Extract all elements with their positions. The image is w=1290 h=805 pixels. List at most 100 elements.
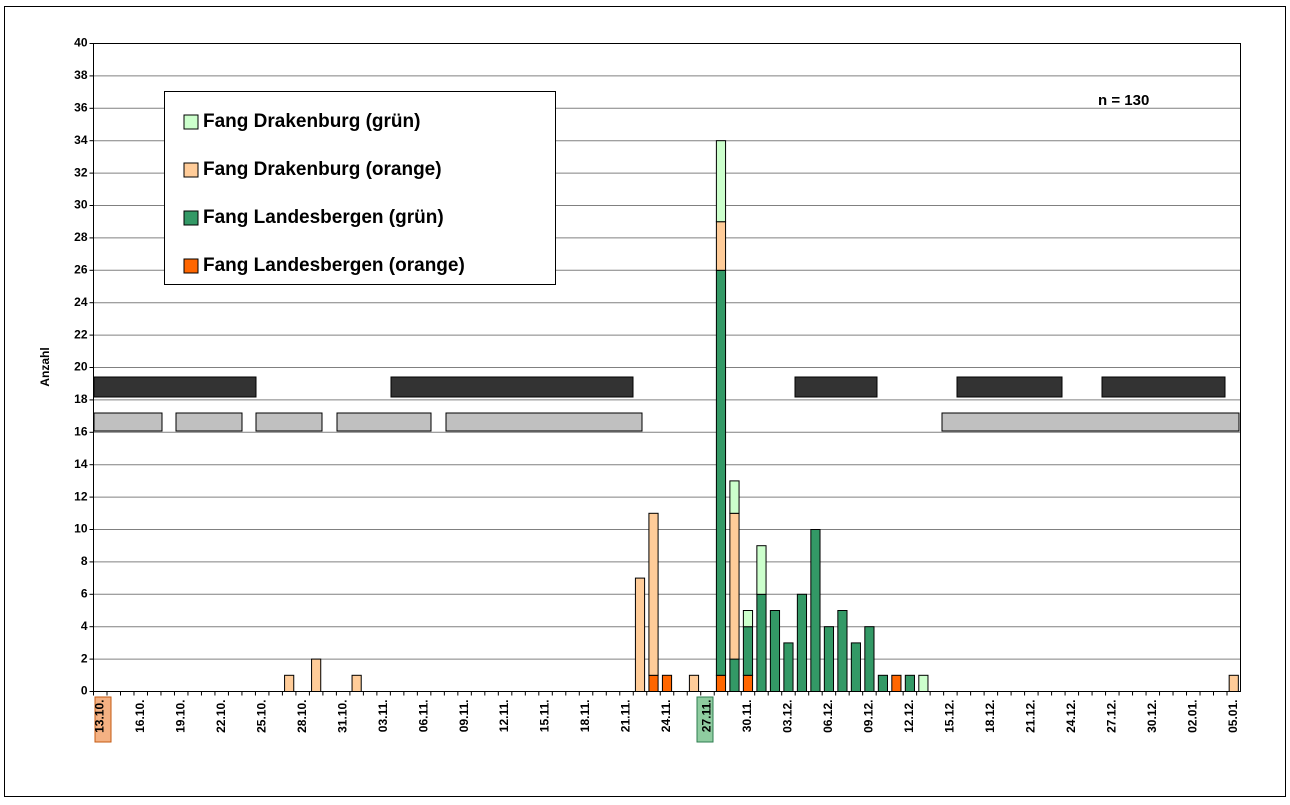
bar xyxy=(742,626,754,676)
x-tick-label: 27.12. xyxy=(1104,700,1118,733)
y-axis-title: Anzahl xyxy=(38,347,52,386)
x-tick-label: 30.11. xyxy=(740,700,754,733)
bar xyxy=(823,626,835,693)
period-bar xyxy=(1101,376,1226,398)
y-tick-label: 16 xyxy=(74,424,88,438)
x-tick-label: 28.10. xyxy=(295,700,309,733)
x-tick-label: 09.12. xyxy=(862,700,876,733)
y-tick-label: 4 xyxy=(81,619,88,633)
y-tick-label: 40 xyxy=(74,36,88,50)
y-tick-label: 10 xyxy=(74,522,88,536)
y-tick-label: 36 xyxy=(74,100,88,114)
legend-label: Fang Landesbergen (grün) xyxy=(203,207,444,228)
bar xyxy=(715,140,727,223)
bar xyxy=(648,674,659,692)
bar xyxy=(284,674,295,692)
bar xyxy=(715,269,727,676)
legend-label: Fang Drakenburg (grün) xyxy=(203,111,420,132)
y-tick-label: 12 xyxy=(74,489,88,503)
y-tick-label: 30 xyxy=(74,198,88,212)
bar xyxy=(729,480,740,514)
bar xyxy=(351,674,362,692)
bar xyxy=(796,593,808,692)
y-tick-label: 6 xyxy=(81,586,88,600)
legend-swatch xyxy=(183,258,199,274)
y-tick-label: 34 xyxy=(74,133,88,147)
x-tick-label: 16.10. xyxy=(133,700,147,733)
label-highlight xyxy=(696,696,714,743)
x-tick-label: 18.12. xyxy=(983,700,997,733)
x-tick-label: 21.11. xyxy=(619,700,633,733)
bar xyxy=(715,674,727,692)
y-tick-label: 24 xyxy=(74,295,88,309)
x-tick-label: 12.11. xyxy=(497,700,511,733)
bar xyxy=(904,674,915,692)
x-tick-label: 22.10. xyxy=(214,700,228,733)
y-tick-label: 8 xyxy=(81,554,88,568)
bar xyxy=(864,626,875,693)
legend-label: Fang Drakenburg (orange) xyxy=(203,159,442,180)
period-bar xyxy=(93,412,163,432)
bar xyxy=(891,674,902,692)
x-tick-label: 06.12. xyxy=(821,700,835,733)
bars xyxy=(284,140,1239,693)
bar xyxy=(756,545,767,595)
legend-label: Fang Landesbergen (orange) xyxy=(203,255,465,276)
bar xyxy=(850,642,862,693)
y-tick-label: 26 xyxy=(74,262,88,276)
label-highlight xyxy=(94,696,112,743)
x-tick-label: 15.12. xyxy=(943,700,957,733)
period-bars xyxy=(93,376,1240,432)
x-tick-label: 03.12. xyxy=(781,700,795,733)
legend-swatch xyxy=(183,210,199,226)
period-bar xyxy=(794,376,878,398)
annotation: n = 130 xyxy=(1098,92,1149,109)
y-tick-label: 20 xyxy=(74,360,88,374)
x-tick-label: 09.11. xyxy=(457,700,471,733)
period-bar xyxy=(445,412,643,432)
period-bar xyxy=(941,412,1240,432)
bar xyxy=(756,593,767,692)
x-tick-label: 30.12. xyxy=(1145,700,1159,733)
bar xyxy=(729,512,740,660)
x-tick-label: 24.12. xyxy=(1064,700,1078,733)
x-tick-label: 03.11. xyxy=(376,700,390,733)
y-tick-label: 32 xyxy=(74,165,88,179)
bar xyxy=(783,642,794,693)
x-tick-label: 21.12. xyxy=(1024,700,1038,733)
legend-swatch xyxy=(183,114,199,130)
x-tick-label: 02.01. xyxy=(1185,700,1199,733)
y-tick-label: 18 xyxy=(74,392,88,406)
bar xyxy=(837,610,848,692)
period-bar xyxy=(956,376,1063,398)
bar xyxy=(742,674,754,692)
bar xyxy=(715,221,727,271)
x-tick-label: 05.01. xyxy=(1226,700,1240,733)
x-tick-label: 12.12. xyxy=(902,700,916,733)
y-tick-label: 0 xyxy=(81,684,88,698)
bar xyxy=(877,674,888,692)
x-tick-label: 19.10. xyxy=(173,700,187,733)
y-tick-label: 22 xyxy=(74,327,88,341)
plot-frame xyxy=(93,43,1241,692)
period-bar xyxy=(390,376,634,398)
x-tick-label: 18.11. xyxy=(578,700,592,733)
y-tick-label: 14 xyxy=(74,457,88,471)
period-bar xyxy=(93,376,257,398)
period-bar xyxy=(175,412,243,432)
bar xyxy=(1228,674,1239,692)
bar xyxy=(648,512,659,676)
bar xyxy=(311,658,322,692)
legend-swatch xyxy=(183,162,199,178)
x-tick-label: 27.11. xyxy=(700,700,714,733)
x-tick-label: 24.11. xyxy=(659,700,673,733)
y-tick-label: 28 xyxy=(74,230,88,244)
bar xyxy=(729,658,740,692)
bar xyxy=(918,674,929,692)
bar xyxy=(661,674,673,692)
x-tick-label: 13.10. xyxy=(92,700,106,733)
x-tick-label: 25.10. xyxy=(254,700,268,733)
bar xyxy=(688,674,700,692)
bar xyxy=(810,529,821,692)
